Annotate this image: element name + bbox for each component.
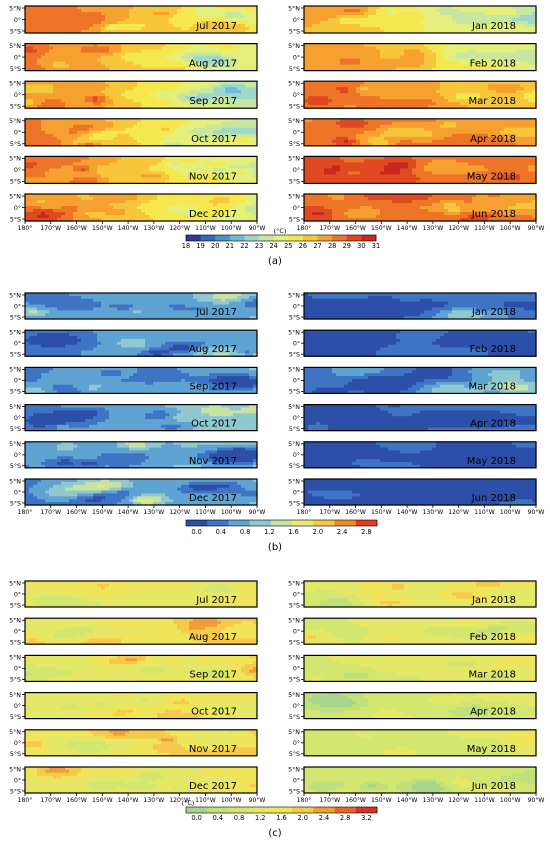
lat-tick-label: 5°S [10, 103, 21, 111]
lon-tick-label: 130°W [144, 224, 165, 232]
lon-tick-label: 120°W [169, 224, 190, 232]
month-label: Sep 2017 [190, 96, 237, 107]
map-jan-2018: 5°N 0° 5°S Jan 2018 [288, 4, 536, 35]
map-dec-2017: 5°N 0° 5°S Dec 2017 180° 170°W 160°W 150°W 140°W… [9, 192, 265, 232]
lon-tick-label: 160°W [66, 224, 87, 232]
map-aug-2017: 5°N 0° 5°S Aug 2017 [9, 42, 257, 73]
lon-tick-label: 170°W [40, 224, 61, 232]
lat-tick-label: 5°S [289, 65, 300, 73]
month-label: Jan 2018 [471, 21, 516, 32]
month-label: Feb 2018 [470, 59, 516, 70]
lat-tick-label: 5°N [288, 4, 300, 12]
lon-tick-label: 180° [18, 224, 33, 232]
lat-tick-label: 0° [293, 91, 300, 99]
map-sep-2017: 5°N 0° 5°S Sep 2017 [9, 80, 257, 111]
lat-tick-label: 5°N [9, 80, 21, 88]
lat-tick-label: 0° [14, 16, 21, 24]
lon-tick-label: 90°W [249, 224, 266, 232]
lat-tick-label: 5°N [9, 155, 21, 163]
lon-tick-label: 140°W [118, 224, 139, 232]
lon-tick-label: 150°W [92, 224, 113, 232]
lat-tick-label: 0° [14, 129, 21, 137]
lat-tick-label: 5°N [288, 42, 300, 50]
map-mar-2018: 5°N 0° 5°S Mar 2018 [288, 80, 536, 111]
lat-tick-label: 5°N [288, 80, 300, 88]
lat-tick-label: 5°N [9, 4, 21, 12]
lat-tick-label: 5°S [10, 178, 21, 186]
month-label: Oct 2017 [191, 134, 237, 145]
lat-tick-label: 0° [14, 166, 21, 174]
lat-tick-label: 5°N [9, 192, 21, 200]
lat-tick-label: 0° [14, 204, 21, 212]
lat-tick-label: 5°S [10, 27, 21, 35]
lat-tick-label: 0° [293, 16, 300, 24]
month-label: Jul 2017 [195, 21, 237, 32]
lat-tick-label: 5°S [10, 215, 21, 223]
lat-tick-label: 5°S [10, 140, 21, 148]
map-nov-2017: 5°N 0° 5°S Nov 2017 [9, 155, 257, 186]
lat-tick-label: 5°S [289, 103, 300, 111]
lon-tick-label: 100°W [221, 224, 242, 232]
lat-tick-label: 5°S [10, 65, 21, 73]
month-label: Aug 2017 [189, 59, 237, 70]
lat-tick-label: 0° [14, 53, 21, 61]
lat-tick-label: 0° [14, 91, 21, 99]
lat-tick-label: 5°N [9, 117, 21, 125]
month-label: Dec 2017 [189, 209, 237, 220]
lat-tick-label: 5°N [9, 42, 21, 50]
lon-tick-label: 110°W [195, 224, 216, 232]
month-label: Nov 2017 [189, 171, 237, 182]
map-jul-2017: 5°N 0° 5°S Jul 2017 [9, 4, 257, 35]
month-label: Mar 2018 [469, 96, 517, 107]
lat-tick-label: 5°S [289, 27, 300, 35]
lat-tick-label: 0° [293, 53, 300, 61]
map-oct-2017: 5°N 0° 5°S Oct 2017 [9, 117, 257, 148]
map-feb-2018: 5°N 0° 5°S Feb 2018 [288, 42, 536, 73]
